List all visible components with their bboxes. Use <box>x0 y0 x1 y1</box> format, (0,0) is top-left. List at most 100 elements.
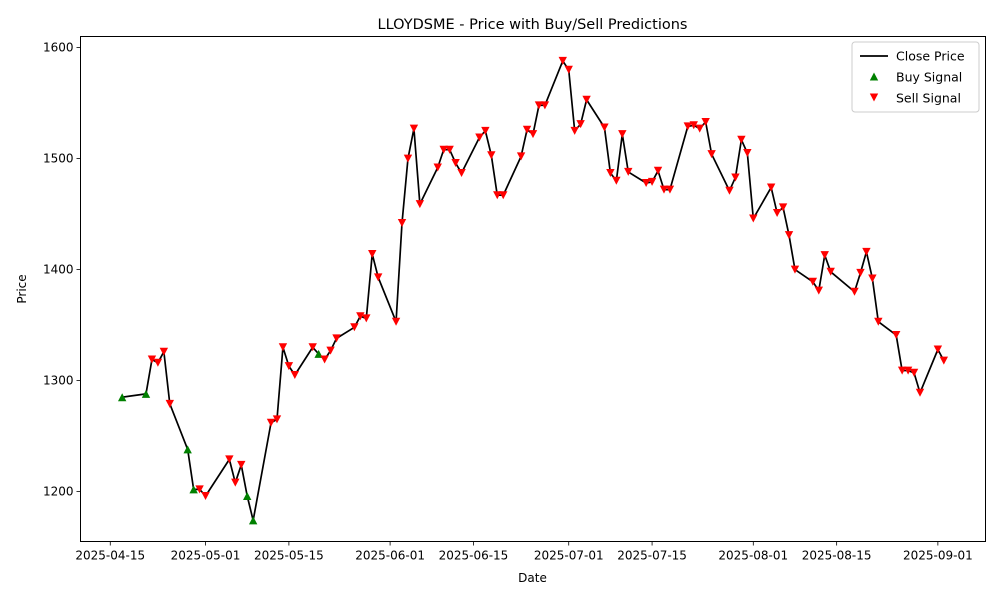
sell-signal-marker <box>493 191 502 200</box>
sell-signal-marker <box>624 167 633 176</box>
sell-signal-marker <box>290 371 300 380</box>
x-tick-label: 2025-07-01 <box>534 549 604 563</box>
sell-signal-marker <box>499 191 508 200</box>
buy-signal-marker <box>117 393 127 402</box>
sell-signal-marker <box>332 334 341 343</box>
sell-signal-marker <box>743 149 752 158</box>
sell-signal-marker <box>874 317 883 326</box>
sell-signal-marker <box>368 250 377 259</box>
x-tick-label: 2025-05-01 <box>171 549 241 563</box>
y-tick-label: 1300 <box>43 374 74 388</box>
buy-signal-marker <box>248 516 258 525</box>
x-axis: 2025-04-15 2025-05-01 2025-05-15 2025-06-01… <box>75 541 973 563</box>
sell-signal-marker <box>862 247 871 256</box>
sell-signal-marker <box>231 478 240 487</box>
sell-signal-marker <box>903 366 913 375</box>
x-tick-label: 2025-05-15 <box>254 549 324 563</box>
sell-signal-marker <box>707 150 716 159</box>
sell-signal-marker <box>475 133 484 142</box>
sell-signal-marker <box>272 415 282 424</box>
sell-signal-marker <box>540 101 550 110</box>
sell-signal-marker <box>778 203 788 212</box>
x-axis-title: Date <box>518 571 547 585</box>
sell-signal-marker <box>266 418 276 427</box>
sell-signal-marker <box>784 231 794 240</box>
y-tick-label: 1200 <box>43 485 74 499</box>
sell-signal-marker <box>933 345 943 354</box>
sell-signal-marker <box>558 56 567 65</box>
sell-signal-marker <box>576 120 585 129</box>
legend: Close Price Buy Signal Sell Signal <box>851 41 980 113</box>
y-axis: 1200 1300 1400 1500 1600 <box>43 41 81 499</box>
x-tick-label: 2025-06-01 <box>355 549 425 563</box>
x-tick-label: 2025-07-15 <box>617 549 687 563</box>
sell-signal-marker <box>403 154 413 163</box>
plot-area <box>117 56 949 525</box>
sell-signal-marker <box>749 214 758 223</box>
sell-signal-marker <box>237 460 246 469</box>
sell-signal-marker <box>153 358 163 367</box>
sell-signal-marker <box>481 126 490 135</box>
sell-signal-marker <box>725 186 734 195</box>
sell-signal-marker <box>891 331 901 340</box>
sell-signal-marker <box>582 95 591 104</box>
sell-signal-marker <box>683 122 693 131</box>
sell-signal-marker <box>731 173 740 182</box>
sell-signal-marker <box>790 265 800 274</box>
sell-signal-marker <box>534 101 544 110</box>
sell-signal-marker <box>201 491 210 500</box>
sell-signal-marker <box>612 176 621 185</box>
sell-signal-marker <box>457 169 466 178</box>
sell-signal-marker <box>278 343 288 352</box>
sell-signal-marker <box>939 356 949 365</box>
sell-signal-marker <box>766 183 776 192</box>
buy-signal-marker <box>189 485 198 494</box>
sell-signal-marker <box>147 355 157 364</box>
x-tick-label: 2025-06-15 <box>439 549 509 563</box>
y-tick-label: 1600 <box>43 41 74 55</box>
sell-signal-marker <box>909 368 919 377</box>
legend-box <box>851 41 980 113</box>
sell-signal-marker <box>915 388 925 397</box>
chart-title: LLOYDSME - Price with Buy/Sell Predictio… <box>378 17 688 33</box>
sell-signal-marker <box>522 125 532 134</box>
sell-signal-marker <box>373 273 383 282</box>
sell-signal-marker <box>487 151 496 160</box>
sell-signal-marker <box>409 124 419 133</box>
sell-signal-marker <box>159 347 169 356</box>
sell-signal-marker <box>826 267 835 276</box>
legend-label-close: Close Price <box>896 49 965 64</box>
sell-signal-marker <box>808 277 818 286</box>
sell-signal-marker <box>695 124 704 133</box>
sell-signal-marker <box>570 126 579 135</box>
sell-signal-marker <box>320 355 329 364</box>
sell-signal-marker <box>397 218 407 227</box>
sell-signal-marker <box>308 343 317 352</box>
sell-signal-marker <box>618 130 627 139</box>
sell-signal-marker <box>850 287 859 296</box>
sell-signal-marker <box>451 159 460 168</box>
x-tick-label: 2025-08-01 <box>718 549 788 563</box>
sell-signal-marker <box>284 362 294 371</box>
sell-signal-marker <box>439 145 448 154</box>
legend-buy-marker <box>869 72 879 81</box>
sell-signal-marker <box>856 268 865 277</box>
sell-signal-marker <box>641 179 651 188</box>
sell-signal-marker <box>225 455 234 464</box>
sell-signal-marker <box>772 208 782 217</box>
buy-signal-marker <box>243 491 252 500</box>
legend-label-sell: Sell Signal <box>896 91 961 106</box>
sell-signal-marker <box>326 346 335 355</box>
legend-sell-marker <box>869 93 879 102</box>
sell-signal-marker <box>600 123 609 132</box>
sell-signal-marker <box>689 121 698 130</box>
sell-signal-marker <box>564 65 573 74</box>
sell-signal-marker <box>897 366 907 375</box>
sell-signal-marker <box>445 145 454 154</box>
sell-signal-marker <box>820 251 829 260</box>
sell-signal-marker <box>356 312 365 321</box>
sell-signal-marker <box>391 317 401 326</box>
x-tick-label: 2025-09-01 <box>903 549 973 563</box>
